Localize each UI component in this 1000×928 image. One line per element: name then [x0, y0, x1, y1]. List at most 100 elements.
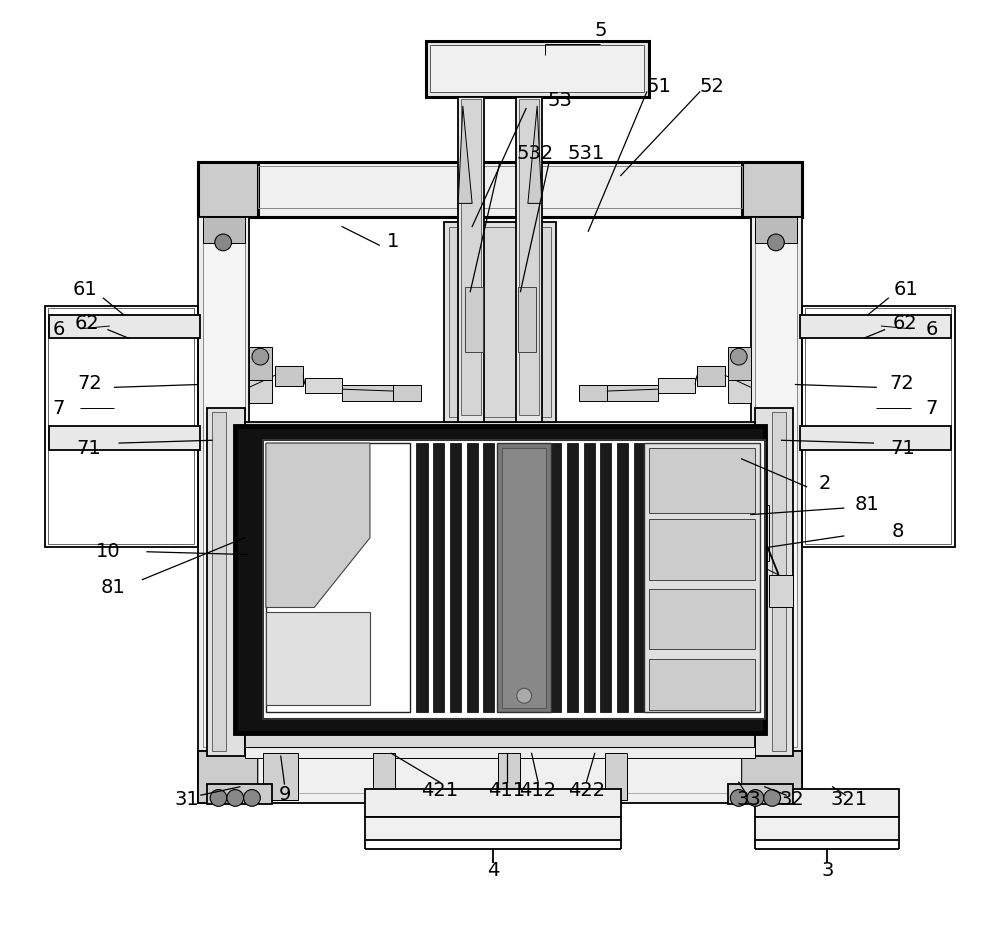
Bar	[212, 413, 226, 752]
Bar	[430, 46, 644, 93]
Bar	[235, 427, 765, 733]
Circle shape	[244, 790, 260, 806]
Bar	[258, 756, 742, 793]
Text: 53: 53	[548, 91, 573, 110]
Text: 81: 81	[100, 577, 125, 596]
Bar	[433, 444, 444, 713]
Bar	[742, 752, 802, 803]
Circle shape	[730, 349, 747, 366]
Circle shape	[764, 790, 781, 806]
Text: 5: 5	[594, 21, 607, 40]
Polygon shape	[266, 444, 370, 608]
Bar	[728, 784, 793, 805]
Text: 61: 61	[72, 280, 97, 299]
Text: 71: 71	[76, 439, 101, 458]
Bar	[235, 520, 261, 575]
Bar	[203, 223, 245, 747]
Text: 72: 72	[77, 374, 102, 393]
Text: 51: 51	[646, 77, 671, 96]
Bar	[751, 218, 802, 752]
Bar	[517, 444, 528, 713]
Text: 531: 531	[568, 144, 605, 162]
Text: 3: 3	[821, 860, 834, 879]
Text: 8: 8	[891, 522, 904, 540]
Text: 10: 10	[96, 542, 120, 561]
Bar	[198, 752, 258, 803]
Circle shape	[768, 235, 784, 251]
Text: 532: 532	[517, 144, 554, 162]
Text: 52: 52	[699, 77, 724, 96]
Bar	[649, 589, 755, 650]
Text: 7: 7	[53, 399, 65, 418]
Bar	[607, 385, 658, 402]
Bar	[258, 167, 742, 209]
Bar	[755, 789, 899, 817]
Text: 4: 4	[487, 860, 499, 879]
Bar	[449, 227, 551, 418]
Bar	[728, 380, 751, 404]
Bar	[697, 367, 725, 387]
Bar	[550, 444, 561, 713]
Bar	[498, 754, 520, 800]
Bar	[500, 444, 511, 713]
Circle shape	[730, 790, 747, 806]
Bar	[249, 348, 272, 380]
Bar	[245, 422, 755, 441]
Bar	[584, 444, 595, 713]
Text: 6: 6	[926, 320, 938, 339]
Bar	[373, 754, 395, 800]
Text: 31: 31	[175, 790, 199, 808]
Text: 72: 72	[889, 374, 914, 393]
Bar	[235, 589, 261, 626]
Bar	[49, 427, 200, 450]
Text: 32: 32	[779, 790, 804, 808]
Bar	[249, 380, 272, 404]
Bar	[728, 348, 751, 380]
Bar	[49, 316, 200, 339]
Bar	[48, 309, 194, 545]
Bar	[458, 97, 484, 422]
Bar	[605, 754, 627, 800]
Bar	[533, 444, 545, 713]
Circle shape	[252, 349, 269, 366]
Polygon shape	[458, 107, 472, 204]
Text: 7: 7	[926, 399, 938, 418]
Bar	[245, 730, 755, 754]
Bar	[198, 162, 802, 218]
Bar	[45, 306, 198, 548]
Bar	[567, 444, 578, 713]
Bar	[263, 754, 298, 800]
Circle shape	[215, 235, 232, 251]
Polygon shape	[266, 612, 370, 705]
Bar	[755, 817, 899, 840]
Text: 422: 422	[568, 780, 605, 799]
Bar	[467, 444, 478, 713]
Bar	[245, 747, 755, 758]
Bar	[305, 379, 342, 393]
Text: 9: 9	[278, 784, 291, 803]
Bar	[416, 444, 428, 713]
Bar	[634, 444, 645, 713]
Bar	[600, 444, 611, 713]
Bar	[203, 218, 245, 244]
Text: 6: 6	[53, 320, 65, 339]
Bar	[235, 510, 263, 594]
Bar	[800, 316, 951, 339]
Bar	[649, 448, 755, 513]
Bar	[426, 42, 649, 97]
Bar	[198, 218, 249, 752]
Bar	[617, 444, 628, 713]
Text: 61: 61	[894, 280, 918, 299]
Text: 62: 62	[893, 314, 917, 332]
Bar	[365, 789, 621, 817]
Bar	[516, 97, 542, 422]
Bar	[519, 100, 539, 416]
Bar	[342, 385, 393, 402]
Text: 421: 421	[421, 780, 458, 799]
Bar	[579, 385, 607, 402]
Text: 33: 33	[737, 790, 761, 808]
Circle shape	[517, 689, 532, 703]
Circle shape	[747, 790, 764, 806]
Bar	[483, 444, 494, 713]
Text: 321: 321	[831, 790, 868, 808]
